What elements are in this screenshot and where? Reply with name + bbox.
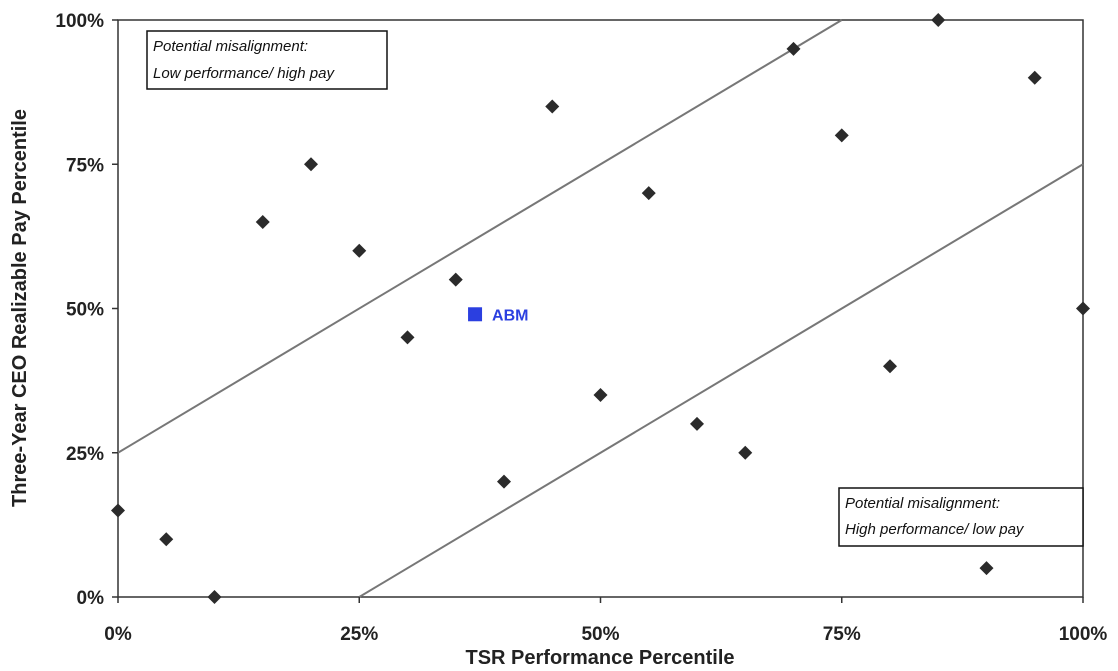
data-point: [352, 243, 367, 258]
data-point: [159, 532, 174, 547]
x-tick-label: 50%: [581, 624, 619, 645]
x-tick-label: 100%: [1059, 624, 1108, 645]
data-point: [979, 561, 994, 576]
data-point: [400, 330, 415, 345]
data-point: [111, 503, 125, 518]
data-point: [304, 157, 318, 172]
annotation-box: [146, 30, 388, 90]
y-axis-ticks: 0% 25% 50% 75% 100%: [55, 11, 118, 609]
annotation-line-2: High performance/ low pay: [845, 521, 1025, 538]
abm-label: ABM: [492, 307, 528, 324]
annotation-box: [838, 487, 1084, 547]
x-tick-label: 75%: [823, 624, 861, 645]
y-tick-label: 100%: [55, 11, 104, 32]
annotation-line-2: Low performance/ high pay: [153, 65, 335, 82]
annotation-high-performance-low-pay: Potential misalignment: High performance…: [838, 487, 1084, 547]
data-point: [738, 445, 753, 460]
data-point: [1027, 70, 1042, 85]
y-tick-label: 0%: [77, 588, 105, 609]
data-point: [255, 214, 270, 229]
reference-line-1: [117, 19, 843, 454]
data-point: [593, 388, 608, 403]
x-axis-ticks: 0% 25% 50% 75% 100%: [104, 597, 1107, 645]
reference-line-2: [358, 163, 1084, 598]
y-tick-label: 50%: [66, 300, 104, 321]
x-axis-title: TSR Performance Percentile: [466, 647, 735, 669]
data-point: [690, 416, 704, 431]
x-tick-label: 25%: [340, 624, 378, 645]
data-points: [111, 13, 1090, 604]
highlight-point-group: ABM: [468, 307, 528, 324]
data-point: [448, 272, 463, 287]
y-tick-label: 25%: [66, 444, 104, 465]
annotation-line-1: Potential misalignment:: [845, 495, 1000, 512]
data-point: [834, 128, 849, 143]
y-tick-label: 75%: [66, 155, 104, 176]
annotation-line-1: Potential misalignment:: [153, 38, 308, 55]
data-point: [497, 474, 511, 489]
data-point: [545, 99, 560, 114]
annotation-low-performance-high-pay: Potential misalignment: Low performance/…: [146, 30, 388, 90]
data-point: [207, 590, 222, 604]
data-point: [786, 41, 801, 56]
abm-marker: [468, 307, 483, 322]
data-point: [883, 359, 897, 374]
data-point: [1076, 301, 1090, 316]
reference-lines: [117, 19, 1084, 598]
x-tick-label: 0%: [104, 624, 132, 645]
data-point: [641, 186, 656, 201]
y-axis-title: Three-Year CEO Realizable Pay Percentile: [9, 109, 31, 507]
data-point: [931, 13, 946, 27]
